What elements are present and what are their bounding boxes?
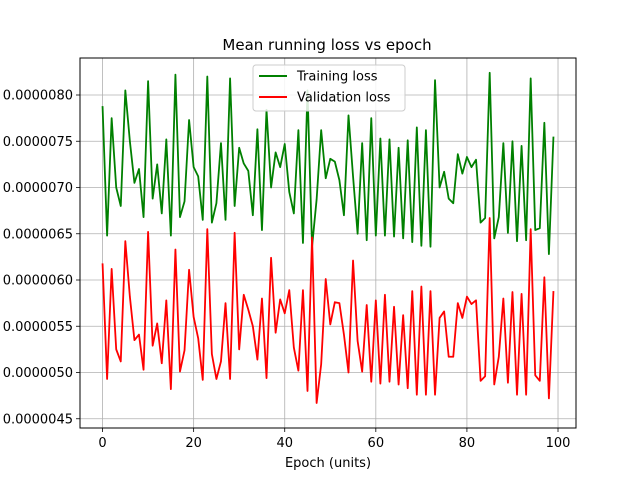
y-tick-label: 0.0000045 [3, 412, 73, 427]
legend-label-validation-loss: Validation loss [297, 91, 391, 106]
x-tick-label: 100 [546, 436, 571, 451]
y-axis-ticks: 0.0000045 0.0000050 0.0000055 0.0000060 0.00… [3, 89, 80, 427]
y-tick-label: 0.0000070 [3, 181, 73, 196]
series-line-validation-loss [101, 217, 555, 404]
chart-title: Mean running loss vs epoch [222, 36, 431, 54]
x-tick-label: 40 [276, 436, 293, 451]
x-axis-label: Epoch (units) [285, 456, 371, 471]
x-tick-label: 0 [98, 436, 106, 451]
y-tick-label: 0.0000075 [3, 135, 73, 150]
y-tick-label: 0.0000055 [3, 320, 73, 335]
series-lines [101, 71, 555, 404]
x-tick-label: 60 [368, 436, 385, 451]
legend: Training loss Validation loss [252, 64, 406, 112]
legend-label-training-loss: Training loss [296, 70, 378, 85]
y-tick-label: 0.0000065 [3, 227, 73, 242]
y-tick-label: 0.0000080 [3, 89, 73, 104]
plot-frame [79, 57, 577, 429]
y-tick-label: 0.0000060 [3, 274, 73, 289]
x-axis-ticks: 0 20 40 60 80 100 [98, 428, 570, 451]
series-line-training-loss [101, 71, 555, 256]
x-tick-label: 20 [185, 436, 202, 451]
x-tick-label: 80 [459, 436, 476, 451]
y-tick-label: 0.0000050 [3, 366, 73, 381]
legend-box [252, 64, 406, 112]
